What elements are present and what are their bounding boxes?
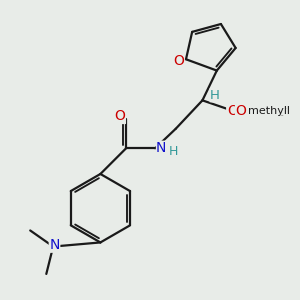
Text: O: O <box>235 103 246 118</box>
Text: O: O <box>173 54 184 68</box>
Text: O: O <box>227 103 238 118</box>
Text: N: N <box>156 141 166 154</box>
Text: H: H <box>169 145 178 158</box>
Text: N: N <box>49 238 60 252</box>
Text: methyl: methyl <box>248 106 286 116</box>
Text: H: H <box>210 89 220 102</box>
Text: O: O <box>115 110 125 123</box>
Text: methyl: methyl <box>251 106 290 116</box>
